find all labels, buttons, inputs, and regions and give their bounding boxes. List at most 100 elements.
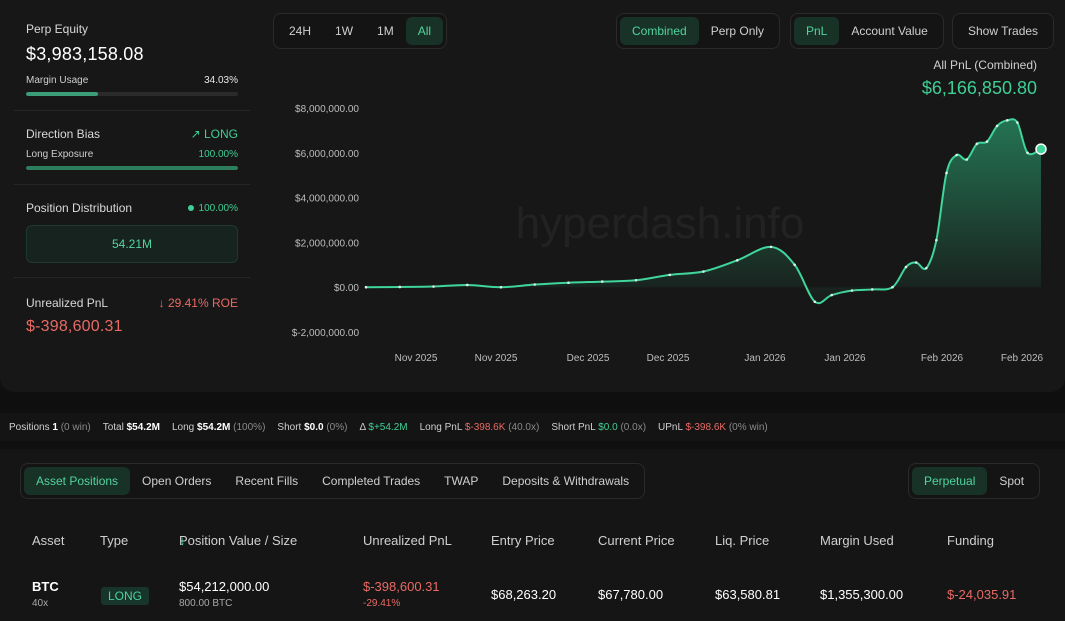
mode-tabs: Combined Perp Only (616, 13, 781, 49)
data-point (499, 285, 503, 289)
market-tab-spot[interactable]: Spot (999, 474, 1025, 488)
col-liq-price[interactable]: Liq. Price (715, 533, 770, 548)
margin-usage-label: Margin Usage (26, 75, 89, 86)
position-size: 800.00 BTC (179, 598, 233, 609)
data-point (965, 158, 969, 161)
asset-name[interactable]: BTC (32, 579, 59, 594)
x-tick-label: Feb 2026 (1001, 353, 1044, 364)
data-point (465, 283, 469, 287)
data-point (924, 266, 928, 270)
table-row[interactable]: BTC 40x LONG $54,212,000.00 800.00 BTC $… (0, 579, 1065, 619)
funding: $-24,035.91 (947, 587, 1017, 602)
market-tabs: Perpetual Spot (908, 463, 1041, 499)
metric-tab-account-value[interactable]: Account Value (851, 24, 928, 38)
asset-leverage: 40x (32, 598, 49, 609)
tab-twap[interactable]: TWAP (444, 474, 479, 488)
data-point (945, 171, 948, 175)
y-axis: $8,000,000.00 $6,000,000.00 $4,000,000.00 $… (292, 104, 360, 339)
current-point-marker[interactable] (1035, 143, 1047, 155)
stat-positions: Positions 1 (0 win) (9, 421, 91, 433)
unrealized-pnl-value: $-398,600.31 (26, 318, 123, 335)
arrow-down-icon: ↓ (158, 296, 168, 310)
watermark-text: hyperdash.info (516, 199, 805, 248)
unrealized-pnl-cell: $-398,600.31 (363, 579, 440, 594)
col-margin-used[interactable]: Margin Used (820, 533, 894, 548)
x-tick-label: Nov 2025 (475, 353, 518, 364)
y-tick-label: $0.00 (334, 283, 359, 294)
x-tick-label: Jan 2026 (744, 353, 786, 364)
long-exposure-label: Long Exposure (26, 149, 94, 160)
tab-open-orders[interactable]: Open Orders (142, 474, 212, 488)
show-trades-button[interactable]: Show Trades (968, 24, 1039, 38)
col-unrealized-pnl[interactable]: Unrealized PnL (363, 533, 452, 548)
data-point (830, 293, 834, 297)
y-tick-label: $4,000,000.00 (295, 194, 359, 205)
y-tick-label: $8,000,000.00 (295, 104, 359, 115)
data-point (1016, 121, 1019, 124)
data-point (1026, 151, 1029, 155)
data-point (975, 142, 979, 146)
stat-long-pnl: Long PnL $-398.6K (40.0x) (419, 421, 540, 433)
metric-tabs: PnL Account Value (790, 13, 944, 49)
tab-deposits-withdrawals[interactable]: Deposits & Withdrawals (502, 474, 630, 488)
data-point (955, 153, 958, 157)
long-exposure-fill (26, 166, 238, 170)
perp-equity-value: $3,983,158.08 (26, 44, 144, 64)
unrealized-pnl-label: Unrealized PnL (26, 296, 109, 310)
position-distribution-section: Position Distribution 100.00% 54.21M (14, 185, 250, 278)
data-point (813, 300, 817, 304)
perp-equity-section: Perp Equity $3,983,158.08 Margin Usage 3… (14, 12, 250, 111)
tab-asset-positions[interactable]: Asset Positions (24, 467, 131, 495)
summary-panel: Perp Equity $3,983,158.08 Margin Usage 3… (14, 12, 250, 350)
chart-header: All PnL (Combined) $6,166,850.80 (922, 58, 1037, 99)
range-tab-all[interactable]: All (405, 17, 444, 45)
long-exposure-bar (26, 166, 238, 170)
stat-delta: Δ $+54.2M (359, 421, 408, 433)
pnl-chart[interactable]: hyperdash.info $8,000,000.00 $6,000,000.0… (0, 0, 1065, 392)
tab-recent-fills[interactable]: Recent Fills (235, 474, 299, 488)
data-point (914, 261, 918, 264)
show-trades-group: Show Trades (952, 13, 1055, 49)
data-point (769, 245, 773, 249)
direction-bias-value: ↗ LONG (190, 127, 238, 141)
long-exposure-value: 100.00% (198, 149, 238, 160)
position-distribution-bar[interactable]: 54.21M (26, 225, 238, 263)
col-funding[interactable]: Funding (947, 533, 994, 548)
data-point (398, 285, 402, 289)
stat-total: Total $54.2M (102, 421, 160, 433)
x-tick-label: Dec 2025 (647, 353, 690, 364)
sort-down-icon: ↓ (179, 533, 186, 548)
mode-tab-combined[interactable]: Combined (620, 17, 699, 45)
data-point (985, 140, 989, 143)
tab-completed-trades[interactable]: Completed Trades (322, 474, 421, 488)
col-entry-price[interactable]: Entry Price (491, 533, 555, 548)
col-current-price[interactable]: Current Price (598, 533, 675, 548)
margin-used: $1,355,300.00 (820, 587, 904, 602)
market-tab-perpetual[interactable]: Perpetual (912, 467, 988, 495)
position-distribution-label: Position Distribution (26, 201, 133, 215)
positions-card: Asset Positions Open Orders Recent Fills Co… (0, 449, 1065, 621)
range-tab-1m[interactable]: 1M (377, 24, 394, 38)
data-point (891, 285, 894, 289)
bottom-tabs: Asset Positions Open Orders Recent Fills Co… (20, 463, 646, 499)
metric-tab-pnl[interactable]: PnL (794, 17, 840, 45)
y-tick-label: $6,000,000.00 (295, 149, 359, 160)
data-point (995, 124, 999, 128)
unrealized-pnl-roe: ↓ 29.41% ROE (158, 296, 238, 310)
positions-stats-bar: Positions 1 (0 win) Total $54.2M Long $5… (0, 413, 1065, 441)
unrealized-pnl-pct: -29.41% (363, 598, 401, 609)
col-asset[interactable]: Asset (32, 533, 65, 548)
mode-tab-perp-only[interactable]: Perp Only (710, 24, 765, 38)
data-point (935, 238, 938, 242)
chart-total-value: $6,166,850.80 (921, 78, 1037, 98)
col-type[interactable]: Type (100, 533, 129, 548)
stat-short-pnl: Short PnL $0.0 (0.0x) (551, 421, 647, 433)
stat-short: Short $0.0 (0%) (277, 421, 348, 433)
position-distribution-value: 100.00% (187, 203, 238, 214)
direction-bias-label: Direction Bias (26, 127, 101, 141)
x-tick-label: Jan 2026 (824, 353, 866, 364)
y-tick-label: $-2,000,000.00 (292, 328, 360, 339)
pnl-points (364, 119, 1047, 304)
range-tab-24h[interactable]: 24H (289, 24, 312, 38)
range-tab-1w[interactable]: 1W (335, 24, 354, 38)
